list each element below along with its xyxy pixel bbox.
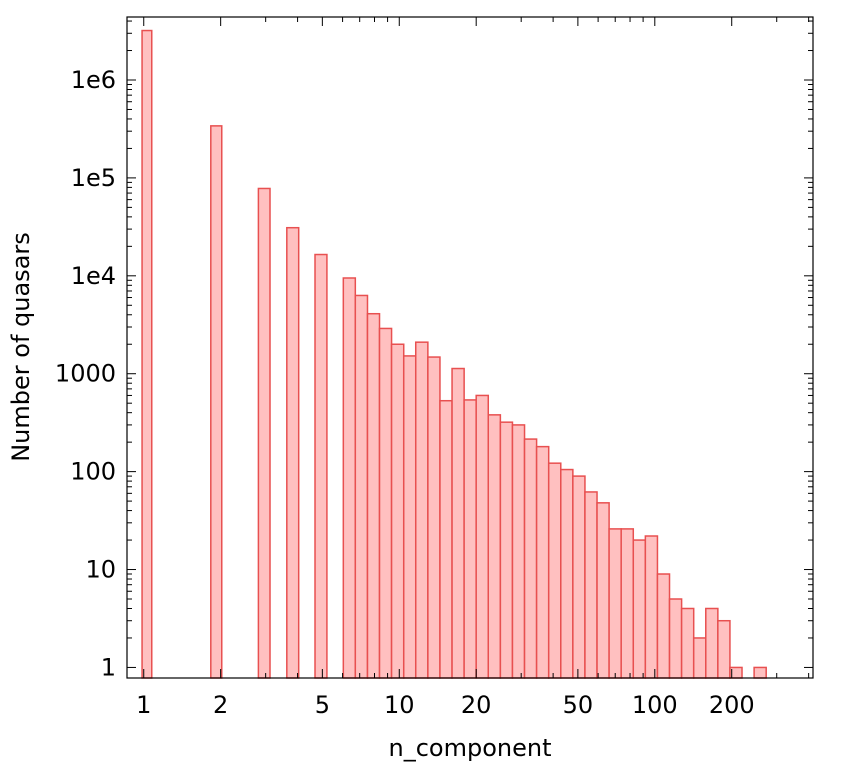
tick-labels-layer: 1 2 5 10 20 50 100 200 1 10 100 1000 1e4 1e5 1e6 xyxy=(55,66,755,719)
plot-frame xyxy=(126,16,814,679)
histogram-bar xyxy=(366,312,381,679)
histogram-bar xyxy=(620,528,635,679)
x-tick-label: 100 xyxy=(632,691,678,719)
histogram-bar xyxy=(511,424,526,679)
histogram-bar xyxy=(439,399,453,679)
histogram-bar xyxy=(378,327,393,679)
histogram-bar xyxy=(753,666,767,679)
y-tick-label: 1 xyxy=(101,653,116,681)
x-tick-label: 20 xyxy=(461,691,492,719)
histogram-bar xyxy=(705,607,719,679)
y-tick-label: 1e5 xyxy=(71,164,116,192)
histogram-bar xyxy=(560,468,574,679)
x-tick-label: 10 xyxy=(384,691,415,719)
histogram-bar xyxy=(717,619,731,679)
x-tick-label: 2 xyxy=(213,691,228,719)
y-tick-label: 100 xyxy=(70,458,116,486)
histogram-bar xyxy=(487,414,502,679)
histogram-bar xyxy=(210,125,223,679)
histogram-bar xyxy=(314,253,328,679)
histogram-bar xyxy=(572,475,586,679)
histogram-bar xyxy=(499,421,514,679)
y-tick-label: 10 xyxy=(85,556,116,584)
histogram-bar xyxy=(668,598,683,679)
histogram-bar xyxy=(141,29,153,679)
histogram-bar xyxy=(535,445,550,679)
histogram-bar xyxy=(632,539,647,679)
histogram-bar xyxy=(644,535,659,679)
histogram-bar xyxy=(414,341,429,679)
histogram-bar xyxy=(427,356,441,679)
ticks-layer xyxy=(127,17,813,678)
histogram-bar xyxy=(390,343,405,679)
histogram-bar xyxy=(402,355,417,679)
histogram-bar xyxy=(354,294,369,679)
histogram-bar xyxy=(523,438,538,679)
x-tick-label: 200 xyxy=(709,691,755,719)
histogram-bar xyxy=(451,367,465,679)
histogram-bar xyxy=(342,277,357,679)
histogram-bar xyxy=(596,502,610,679)
histogram-bar xyxy=(475,394,490,679)
histogram-bar xyxy=(680,607,695,679)
x-tick-label: 5 xyxy=(315,691,330,719)
y-tick-label: 1e4 xyxy=(71,262,116,290)
y-axis-label: Number of quasars xyxy=(7,232,35,462)
histogram-bar xyxy=(286,226,300,679)
x-tick-label: 1 xyxy=(136,691,151,719)
x-axis-label: n_component xyxy=(389,734,552,762)
bars-layer xyxy=(141,29,767,679)
y-tick-label: 1e6 xyxy=(71,66,116,94)
histogram-bar xyxy=(608,528,622,679)
histogram-bar xyxy=(692,637,707,679)
histogram-bar xyxy=(547,462,562,679)
histogram-bar xyxy=(257,187,271,679)
x-tick-label: 50 xyxy=(563,691,594,719)
histogram-bar xyxy=(463,399,477,679)
histogram-bar xyxy=(584,491,598,679)
y-tick-label: 1000 xyxy=(55,360,116,388)
histogram-bar xyxy=(656,573,671,679)
